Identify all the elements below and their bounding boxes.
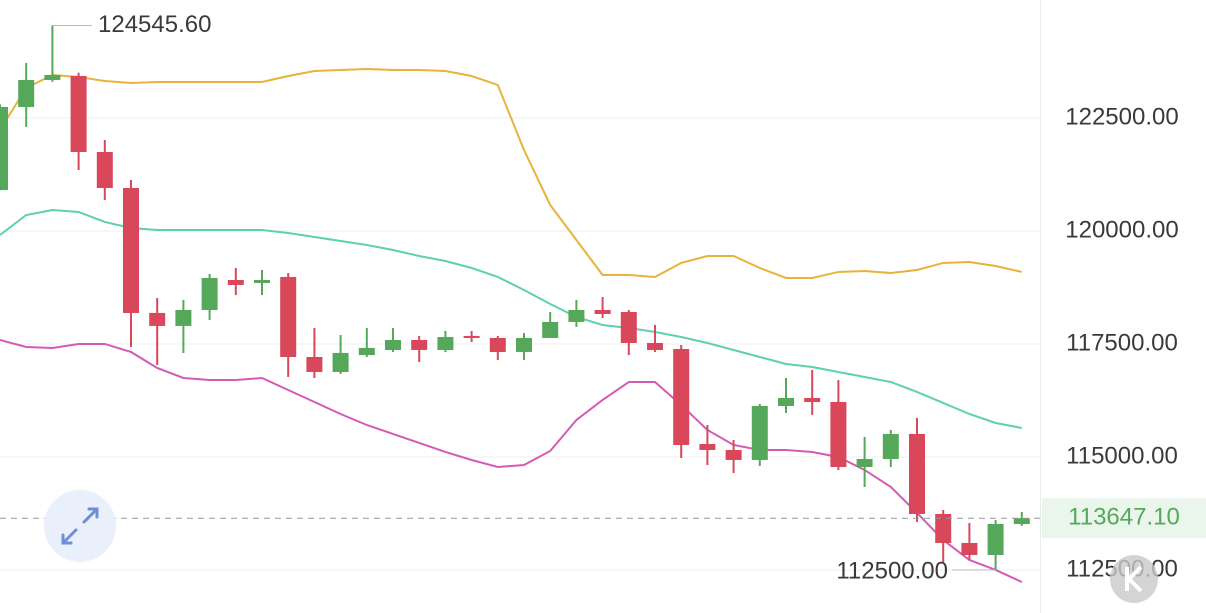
candle-body <box>306 356 323 372</box>
band-line <box>0 339 1023 583</box>
candle-body <box>778 397 794 406</box>
watermark-k <box>1125 565 1143 593</box>
candle-body <box>594 309 611 315</box>
candle-body <box>437 337 454 350</box>
candle-body <box>647 342 663 350</box>
candle-body <box>254 280 270 283</box>
candle-body <box>463 335 480 338</box>
candle-body <box>856 458 873 467</box>
candle-body <box>725 449 742 460</box>
candle-body <box>18 79 35 108</box>
candle-body <box>804 397 821 402</box>
candle-body <box>358 347 375 356</box>
candle-body <box>1013 518 1030 524</box>
candle-body <box>280 276 297 357</box>
watermark <box>1110 555 1158 603</box>
candle-body <box>882 433 899 459</box>
candle-body <box>96 151 113 188</box>
y-tick-label: 120000.00 <box>1065 216 1178 243</box>
expand-icon[interactable] <box>61 507 99 545</box>
y-axis: 122500.00120000.00117500.00115000.001125… <box>1042 103 1206 582</box>
candle-body <box>516 337 532 352</box>
last-price-box <box>1042 498 1206 539</box>
band-line <box>0 208 1022 429</box>
candle-body <box>123 187 139 313</box>
y-tick-label: 122500.00 <box>1065 103 1178 130</box>
candle-body <box>673 348 690 445</box>
candle-body <box>620 311 637 343</box>
candle-body <box>332 352 349 372</box>
expand-button[interactable] <box>44 490 116 562</box>
candle-body <box>751 405 768 460</box>
candle-body <box>489 337 506 352</box>
candle-body <box>987 523 1004 556</box>
band-line <box>0 67 1023 279</box>
candle-body <box>411 339 428 350</box>
candle-body <box>935 513 952 543</box>
candle-body <box>149 312 166 326</box>
low-label: 112500.00 <box>836 557 948 584</box>
candle-body <box>699 443 716 450</box>
candle-body <box>175 309 192 326</box>
last-price-label: 113647.10 <box>1068 504 1180 531</box>
plot: 124545.60 112500.00 <box>0 11 1040 584</box>
y-tick-label: 117500.00 <box>1066 329 1178 356</box>
candle-body <box>201 278 218 310</box>
candle-body <box>542 321 559 338</box>
candle-body <box>568 309 585 322</box>
y-tick-label: 115000.00 <box>1066 442 1178 469</box>
candle-body <box>44 74 61 80</box>
candle-body <box>227 280 244 285</box>
candle-body <box>830 401 847 467</box>
candle-body <box>385 339 401 350</box>
candle-body <box>70 75 87 152</box>
candle-body <box>0 107 8 191</box>
watermark-circle <box>1110 555 1158 603</box>
high-label: 124545.60 <box>98 11 211 38</box>
expand-circle[interactable] <box>44 490 116 562</box>
candle-body <box>961 542 978 556</box>
candle-body <box>909 433 925 514</box>
